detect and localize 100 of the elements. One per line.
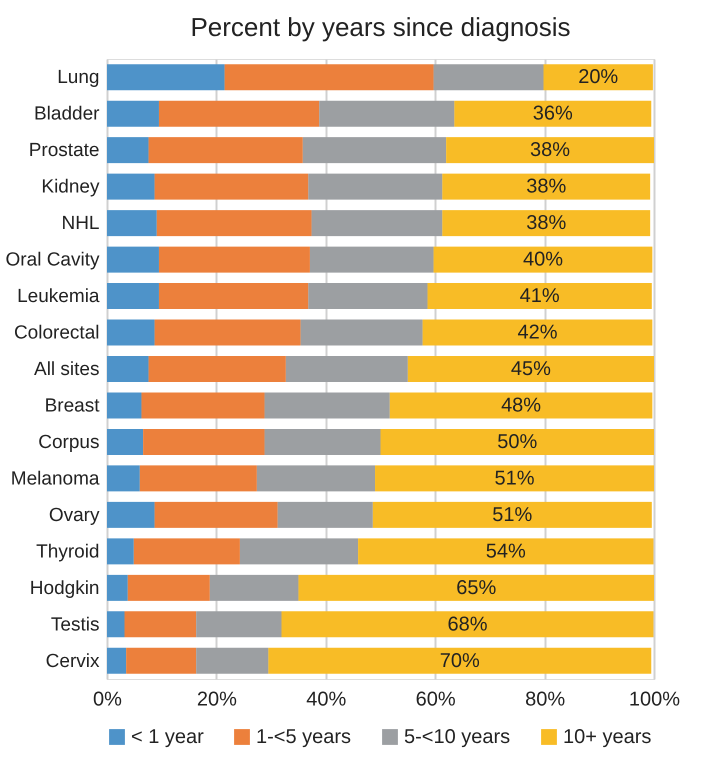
bar bbox=[286, 356, 408, 382]
bar bbox=[434, 246, 652, 273]
bar bbox=[107, 174, 155, 200]
data-label: 40% bbox=[522, 248, 564, 271]
bar bbox=[107, 574, 128, 601]
y-tick-label: Melanoma bbox=[10, 468, 100, 490]
bar bbox=[134, 538, 240, 564]
bar bbox=[154, 502, 278, 528]
bar bbox=[310, 246, 434, 273]
bar bbox=[302, 137, 446, 164]
x-tick-label: 40% bbox=[306, 688, 347, 710]
bar bbox=[107, 246, 159, 273]
bar bbox=[544, 64, 653, 90]
data-label: 20% bbox=[578, 66, 618, 88]
bar bbox=[154, 320, 301, 346]
y-tick-label: Hodgkin bbox=[30, 578, 100, 599]
data-label: 51% bbox=[492, 504, 533, 526]
chart-title: Percent by years since diagnosis bbox=[190, 12, 571, 42]
y-tick-label: Breast bbox=[44, 395, 100, 416]
bar bbox=[300, 320, 423, 346]
legend-label: 1-<5 years bbox=[256, 726, 352, 748]
bar bbox=[107, 428, 144, 455]
bar bbox=[454, 100, 652, 127]
bar bbox=[268, 648, 652, 674]
y-tick-label: Oral Cavity bbox=[6, 250, 100, 271]
data-label: 38% bbox=[526, 176, 566, 198]
bar bbox=[124, 611, 196, 638]
data-label: 42% bbox=[517, 322, 558, 344]
bar bbox=[422, 320, 652, 346]
data-label: 38% bbox=[530, 139, 570, 162]
bar bbox=[148, 356, 286, 382]
x-tick-label: 80% bbox=[525, 688, 566, 710]
bar bbox=[196, 611, 282, 638]
legend-label: < 1 year bbox=[131, 726, 204, 748]
data-label: 70% bbox=[440, 650, 480, 672]
y-tick-label: Bladder bbox=[34, 104, 100, 125]
bar bbox=[140, 465, 257, 492]
bar bbox=[224, 64, 434, 90]
bar bbox=[158, 100, 320, 127]
y-tick-label: Lung bbox=[57, 67, 100, 88]
y-tick-label: Thyroid bbox=[36, 541, 100, 562]
bar bbox=[107, 648, 126, 674]
bar bbox=[107, 465, 140, 492]
bar bbox=[126, 648, 196, 674]
bar bbox=[107, 210, 157, 236]
data-label: 68% bbox=[447, 613, 488, 636]
bar bbox=[107, 320, 155, 346]
bar bbox=[308, 283, 428, 310]
data-label: 54% bbox=[486, 540, 526, 562]
x-tick-label: 60% bbox=[416, 688, 456, 710]
y-tick-label: All sites bbox=[34, 359, 100, 380]
bar bbox=[375, 465, 654, 492]
bar bbox=[298, 574, 654, 601]
bar bbox=[107, 356, 149, 382]
bar bbox=[319, 100, 454, 127]
bar bbox=[107, 502, 155, 528]
data-label: 36% bbox=[532, 102, 574, 125]
y-tick-label: Leukemia bbox=[17, 286, 100, 308]
bar bbox=[278, 502, 373, 528]
legend-label: 10+ years bbox=[563, 726, 652, 748]
bar bbox=[107, 538, 134, 564]
bar bbox=[428, 283, 652, 310]
bar bbox=[158, 283, 308, 310]
bar bbox=[312, 210, 442, 236]
bar bbox=[210, 574, 298, 601]
bar bbox=[358, 538, 654, 564]
bar bbox=[107, 100, 159, 127]
bar bbox=[128, 574, 210, 601]
bar bbox=[107, 611, 125, 638]
bar bbox=[143, 428, 265, 455]
bar bbox=[148, 137, 303, 164]
bar bbox=[141, 392, 265, 418]
x-tick-label: 100% bbox=[628, 688, 680, 710]
data-label: 48% bbox=[501, 394, 542, 416]
bar bbox=[107, 137, 149, 164]
data-label: 65% bbox=[456, 576, 496, 599]
bar bbox=[380, 428, 654, 455]
data-label: 41% bbox=[520, 285, 560, 308]
data-label: 38% bbox=[526, 212, 566, 234]
bar bbox=[408, 356, 654, 382]
bar bbox=[281, 611, 654, 638]
y-tick-label: Corpus bbox=[38, 432, 100, 453]
bar bbox=[154, 174, 308, 200]
y-tick-label: NHL bbox=[61, 213, 100, 234]
bar bbox=[158, 246, 310, 273]
bar bbox=[107, 392, 142, 418]
legend-label: 5-<10 years bbox=[404, 726, 510, 748]
data-label: 45% bbox=[510, 358, 552, 380]
x-tick-label: 20% bbox=[196, 688, 238, 710]
y-tick-label: Colorectal bbox=[14, 322, 100, 344]
bar bbox=[264, 392, 390, 418]
bar bbox=[442, 210, 650, 236]
bar bbox=[107, 283, 159, 310]
y-tick-label: Cervix bbox=[46, 650, 100, 672]
bar bbox=[196, 648, 268, 674]
x-tick-label: 0% bbox=[93, 688, 122, 710]
y-tick-label: Testis bbox=[50, 614, 100, 636]
bar bbox=[446, 137, 654, 164]
bar bbox=[372, 502, 652, 528]
data-label: 51% bbox=[494, 467, 535, 490]
